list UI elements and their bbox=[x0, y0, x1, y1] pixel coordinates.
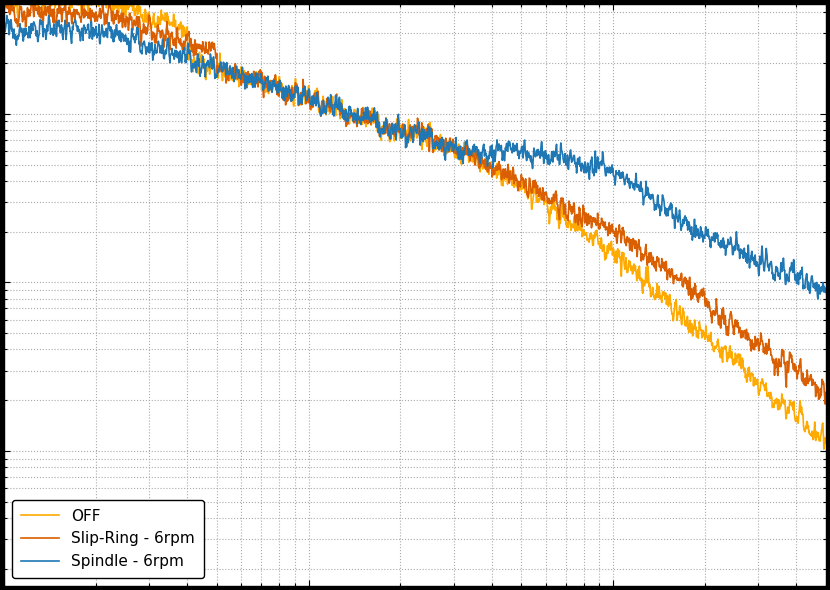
OFF bbox=[669, 314, 679, 322]
Spindle - 6rpm bbox=[702, 232, 712, 240]
Spindle - 6rpm bbox=[0, 25, 9, 32]
Spindle - 6rpm bbox=[821, 289, 830, 296]
Slip-Ring - 6rpm bbox=[16, 5, 26, 12]
Spindle - 6rpm bbox=[318, 104, 328, 111]
Slip-Ring - 6rpm bbox=[0, 7, 9, 14]
Slip-Ring - 6rpm bbox=[820, 401, 830, 408]
Line: Spindle - 6rpm: Spindle - 6rpm bbox=[4, 15, 826, 299]
OFF bbox=[733, 352, 743, 359]
Legend: OFF, Slip-Ring - 6rpm, Spindle - 6rpm: OFF, Slip-Ring - 6rpm, Spindle - 6rpm bbox=[12, 500, 204, 578]
Spindle - 6rpm bbox=[458, 159, 468, 166]
OFF bbox=[16, 0, 26, 1]
Spindle - 6rpm bbox=[16, 28, 26, 35]
OFF bbox=[821, 440, 830, 447]
OFF bbox=[458, 149, 468, 156]
Spindle - 6rpm bbox=[813, 296, 823, 303]
Spindle - 6rpm bbox=[669, 213, 679, 220]
Slip-Ring - 6rpm bbox=[733, 319, 743, 326]
OFF bbox=[702, 334, 712, 341]
Line: Slip-Ring - 6rpm: Slip-Ring - 6rpm bbox=[4, 0, 826, 404]
Slip-Ring - 6rpm bbox=[702, 302, 712, 309]
Slip-Ring - 6rpm bbox=[669, 280, 679, 287]
OFF bbox=[0, 0, 9, 4]
Line: OFF: OFF bbox=[4, 0, 826, 449]
Slip-Ring - 6rpm bbox=[318, 98, 328, 105]
OFF bbox=[819, 445, 829, 453]
Spindle - 6rpm bbox=[733, 241, 743, 248]
Spindle - 6rpm bbox=[44, 12, 54, 19]
Slip-Ring - 6rpm bbox=[821, 389, 830, 396]
Slip-Ring - 6rpm bbox=[458, 150, 468, 157]
OFF bbox=[318, 93, 328, 100]
